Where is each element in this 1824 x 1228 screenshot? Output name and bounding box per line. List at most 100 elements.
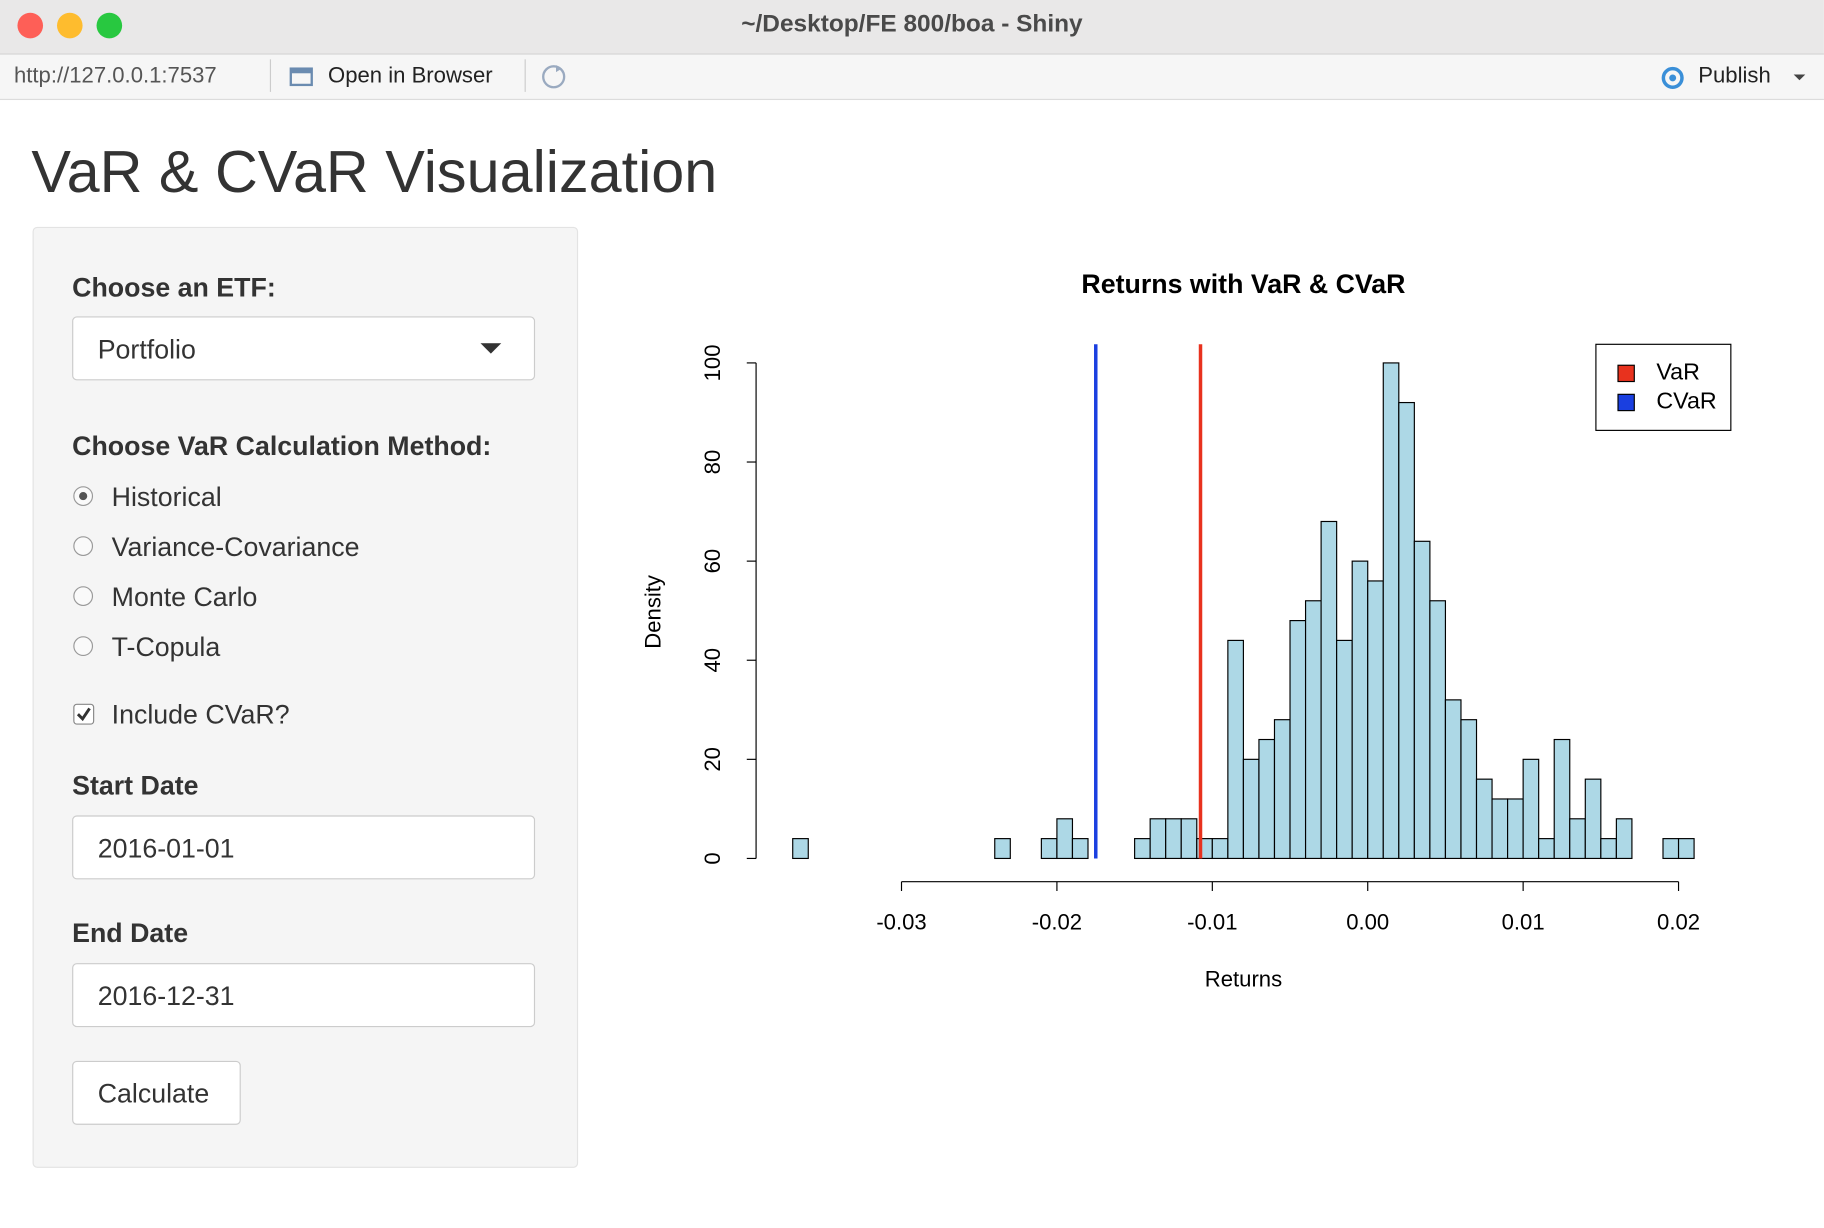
bar [1662, 838, 1680, 860]
minimize-button[interactable] [56, 12, 83, 39]
x-tick-label: 0.00 [1346, 909, 1389, 934]
publish-icon [1661, 66, 1684, 89]
y-tick-label: 0 [700, 852, 725, 864]
bar [1382, 362, 1400, 860]
bar [792, 838, 809, 860]
app-title: VaR & CVaR Visualization [31, 138, 718, 205]
start-label: Start Date [72, 770, 199, 801]
bar [1367, 580, 1384, 860]
bar [1351, 560, 1369, 860]
bar [1677, 838, 1695, 860]
toolbar: http://127.0.0.1:7537 Open in Browser Pu… [0, 54, 1824, 101]
bar [1289, 620, 1307, 860]
bar [1273, 719, 1291, 860]
bar [1460, 719, 1478, 860]
bar [1149, 818, 1167, 860]
end-input[interactable]: 2016-12-31 [72, 963, 536, 1028]
legend-swatch [1617, 393, 1635, 412]
x-tick-label: -0.01 [1187, 909, 1237, 934]
bar [1180, 818, 1198, 860]
y-tick-label: 60 [700, 549, 725, 574]
y-tick-label: 20 [700, 747, 725, 772]
bar [1398, 401, 1415, 860]
y-tick-label: 100 [700, 344, 725, 381]
publish-menu[interactable] [1791, 71, 1807, 83]
check-mark [76, 707, 91, 722]
bar [1475, 778, 1493, 860]
cvar-checkbox[interactable] [73, 703, 95, 725]
legend-label: VaR [1656, 359, 1700, 385]
etf-value: Portfolio [97, 333, 196, 365]
separator [524, 59, 526, 92]
window-title: ~/Desktop/FE 800/boa - Shiny [741, 10, 1083, 38]
bar [1553, 738, 1571, 860]
bar [1615, 818, 1633, 860]
bar [1444, 699, 1462, 860]
method-option: Historical [111, 481, 222, 512]
legend-swatch [1617, 364, 1635, 383]
x-tick-label: -0.02 [1032, 909, 1082, 934]
etf-label: Choose an ETF: [72, 272, 276, 303]
bar [1584, 778, 1602, 860]
bar [1491, 798, 1509, 860]
y-tick-label: 80 [700, 450, 725, 475]
check-path [76, 707, 91, 722]
close-button[interactable] [17, 12, 44, 39]
bar [1258, 738, 1276, 860]
separator [269, 59, 272, 92]
open-in-browser[interactable]: Open in Browser [328, 63, 493, 89]
y-axis-label: Density [641, 575, 666, 649]
chart-title: Returns with VaR & CVaR [1081, 269, 1405, 299]
bar [1320, 520, 1338, 860]
etf-select[interactable]: Portfolio [72, 316, 536, 381]
bar [1165, 818, 1182, 860]
end-label: End Date [72, 917, 189, 949]
x-tick-label: 0.02 [1657, 909, 1700, 934]
method-radio[interactable] [73, 636, 94, 657]
bar [1242, 758, 1260, 860]
publish-button[interactable]: Publish [1698, 63, 1771, 89]
bar [1413, 540, 1431, 860]
cvar-label: Include CVaR? [111, 699, 290, 730]
bar [1336, 639, 1353, 860]
legend-label: CVaR [1656, 388, 1716, 414]
zoom-button[interactable] [96, 12, 123, 39]
start-input[interactable]: 2016-01-01 [72, 815, 536, 880]
calculate-label: Calculate [97, 1078, 210, 1109]
dropdown-arrow [480, 343, 502, 354]
method-option: Monte Carlo [111, 581, 258, 612]
bar [994, 838, 1011, 860]
legend-box [1595, 343, 1732, 431]
method-label: Choose VaR Calculation Method: [72, 430, 492, 461]
method-radio[interactable] [73, 536, 94, 557]
chart: Returns with VaR & CVaR Returns Density … [641, 269, 1732, 991]
x-tick-label: 0.01 [1502, 909, 1545, 934]
bar [1538, 838, 1555, 860]
bar [1056, 818, 1074, 860]
y-tick-label: 40 [700, 648, 725, 673]
x-tick-label: -0.03 [876, 909, 926, 934]
bar [1600, 838, 1617, 860]
x-axis-label: Returns [1205, 966, 1282, 991]
bar [1040, 838, 1058, 860]
method-radio[interactable] [73, 486, 94, 506]
bar [1507, 798, 1524, 860]
refresh-button[interactable] [539, 62, 569, 92]
bar [1211, 838, 1229, 860]
end-value: 2016-12-31 [97, 980, 235, 1011]
method-option: T-Copula [111, 631, 221, 662]
sidebar-panel: Choose an ETF: Portfolio Choose VaR Calc… [32, 226, 579, 1168]
bar [1071, 838, 1089, 860]
radio-dot [79, 492, 88, 501]
url: http://127.0.0.1:7537 [13, 63, 217, 89]
bar [1304, 600, 1322, 860]
method-option: Variance-Covariance [111, 531, 360, 562]
bar [1227, 639, 1244, 860]
calculate-button[interactable]: Calculate [72, 1060, 241, 1125]
bar [1522, 758, 1540, 860]
title-bar: ~/Desktop/FE 800/boa - Shiny [0, 0, 1824, 55]
bar [1134, 838, 1151, 860]
method-radio[interactable] [73, 586, 94, 607]
